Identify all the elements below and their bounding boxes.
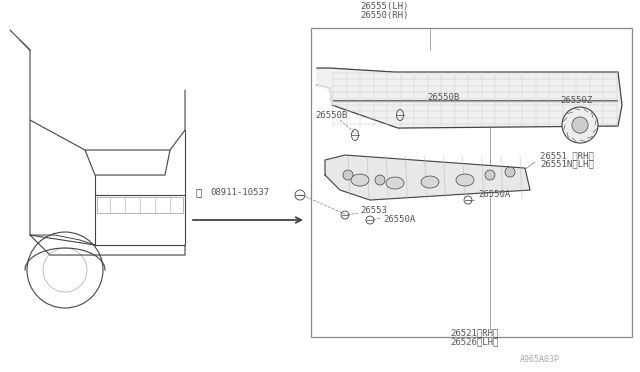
Circle shape (572, 117, 588, 133)
Ellipse shape (386, 177, 404, 189)
Text: 26526〈LH〉: 26526〈LH〉 (450, 337, 499, 346)
Text: 26553: 26553 (360, 206, 387, 215)
Text: 26555(LH): 26555(LH) (360, 2, 408, 11)
Bar (311, 28, 632, 337)
Text: 26550B: 26550B (427, 93, 460, 102)
Ellipse shape (456, 174, 474, 186)
Text: 26550Z: 26550Z (560, 96, 592, 105)
Circle shape (485, 170, 495, 180)
Text: 26550A: 26550A (383, 215, 415, 224)
Ellipse shape (351, 174, 369, 186)
Text: 26551 〈RH〉: 26551 〈RH〉 (540, 151, 594, 160)
Circle shape (562, 107, 598, 143)
Text: Ⓝ: Ⓝ (195, 187, 201, 197)
Polygon shape (325, 155, 530, 200)
Text: 26521〈RH〉: 26521〈RH〉 (450, 328, 499, 337)
Text: 08911-10537: 08911-10537 (210, 188, 269, 197)
Polygon shape (317, 68, 622, 128)
Text: 26550A: 26550A (478, 190, 510, 199)
Polygon shape (317, 85, 332, 105)
Circle shape (343, 170, 353, 180)
Text: A965A03P: A965A03P (520, 355, 560, 364)
Circle shape (375, 175, 385, 185)
Circle shape (505, 167, 515, 177)
Text: 26550B: 26550B (315, 111, 348, 120)
Text: 26551N〈LH〉: 26551N〈LH〉 (540, 159, 594, 168)
Ellipse shape (421, 176, 439, 188)
Text: 26550(RH): 26550(RH) (360, 11, 408, 20)
